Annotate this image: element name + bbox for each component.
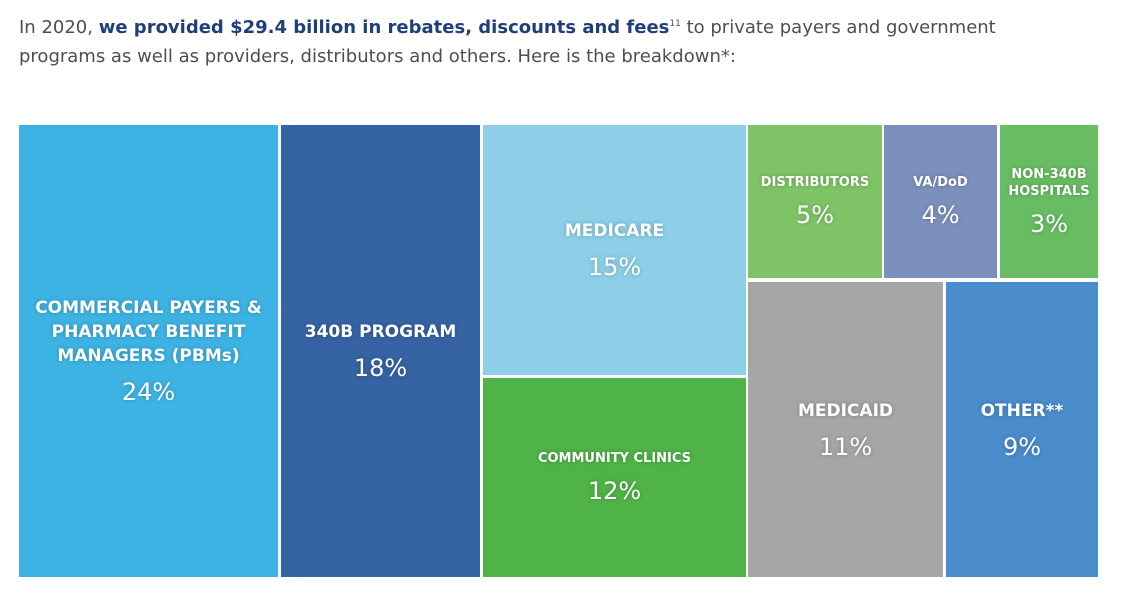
tile: OTHER** 9% xyxy=(946,282,1098,577)
tile: COMMUNITY CLINICS 12% xyxy=(483,378,746,577)
tile: DISTRIBUTORS 5% xyxy=(748,125,882,278)
tile: VA/DoD 4% xyxy=(884,125,997,278)
intro-emphasis: we provided $29.4 billion in rebates, di… xyxy=(98,17,670,38)
value-label: 24% xyxy=(121,378,176,406)
value-label: 3% xyxy=(1029,209,1069,238)
value-label: 5% xyxy=(795,201,835,229)
tile: MEDICARE 15% xyxy=(483,125,746,375)
tile: COMMERCIAL PAYERS & PHARMACY BENEFIT MAN… xyxy=(19,125,278,577)
value-label: 18% xyxy=(353,354,408,382)
tile: MEDICAID 11% xyxy=(748,282,943,577)
value-label: 11% xyxy=(818,432,873,461)
tile-label: VA/DoD xyxy=(913,175,968,190)
value-label: 9% xyxy=(1002,432,1042,461)
intro-lead: In 2020, xyxy=(19,17,93,38)
value-label: 4% xyxy=(921,201,960,229)
value-label: 15% xyxy=(587,253,642,281)
tile-label: NON-340B HOSPITALS xyxy=(1008,166,1090,199)
footnote-ref: 11 xyxy=(669,19,681,29)
tile-label: DISTRIBUTORS xyxy=(760,175,870,190)
intro-rest: to private payers and government program… xyxy=(19,17,996,67)
tile-label: OTHER** xyxy=(980,400,1064,421)
tile: NON-340B HOSPITALS 3% xyxy=(1000,125,1098,278)
value-label: 12% xyxy=(587,477,642,505)
tile-label: COMMERCIAL PAYERS & PHARMACY BENEFIT MAN… xyxy=(35,298,262,366)
intro: In 2020, we provided $29.4 billion in re… xyxy=(19,10,1079,71)
tile-label: MEDICARE xyxy=(564,221,665,241)
tile-label: COMMUNITY CLINICS xyxy=(537,451,692,466)
tile-label: MEDICAID xyxy=(797,400,894,421)
tile: 340B PROGRAM 18% xyxy=(281,125,480,577)
tile-label: 340B PROGRAM xyxy=(304,322,457,342)
